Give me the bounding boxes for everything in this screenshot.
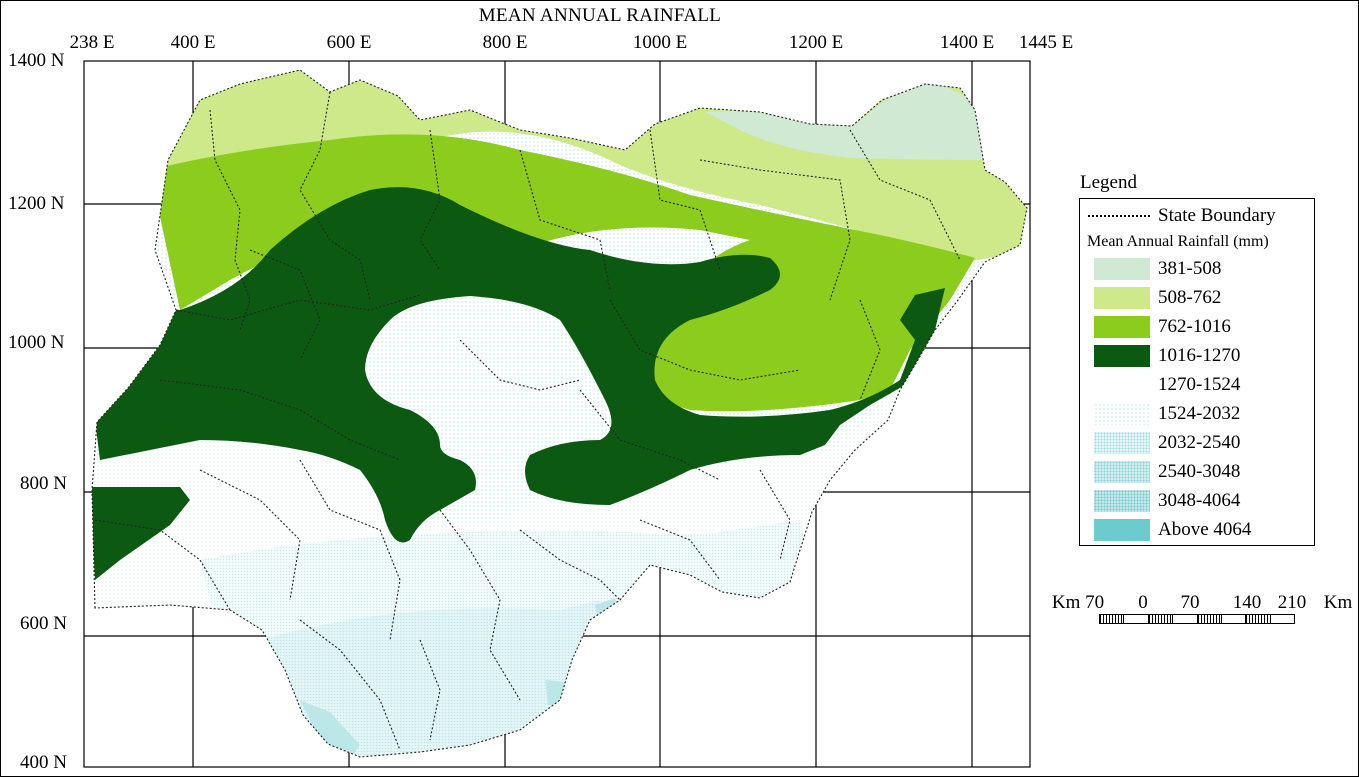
- legend-title: Legend: [1080, 172, 1137, 193]
- scale-bar-segment: [1173, 615, 1198, 623]
- legend-item-label: 1016-1270: [1158, 345, 1241, 366]
- swatch-1270-1524: [1094, 374, 1150, 396]
- legend-item-label: 508-762: [1158, 287, 1222, 308]
- legend-item-label: Above 4064: [1158, 519, 1252, 540]
- swatch-2540-3048: [1094, 461, 1150, 483]
- scale-bar-segment: [1100, 615, 1125, 623]
- lon-label-400e: 400 E: [170, 32, 216, 53]
- scale-label-210: 210: [1277, 592, 1307, 613]
- legend-subtitle: Mean Annual Rainfall (mm): [1087, 233, 1269, 250]
- swatch-1016-1270: [1094, 345, 1150, 367]
- scale-bar-segment: [1222, 615, 1247, 623]
- swatch-508-762: [1094, 287, 1150, 309]
- map-title: MEAN ANNUAL RAINFALL: [478, 5, 722, 26]
- scale-bar-segment: [1246, 615, 1271, 623]
- swatch-381-508: [1094, 258, 1150, 280]
- swatch-762-1016: [1094, 316, 1150, 338]
- dotted-line-icon: [1088, 215, 1150, 217]
- legend-item-label: 381-508: [1158, 258, 1222, 279]
- legend-item: 381-508: [1094, 257, 1221, 281]
- legend: State Boundary Mean Annual Rainfall (mm)…: [1079, 198, 1315, 546]
- legend-item: 3048-4064: [1094, 489, 1240, 513]
- scale-labels: Km 70 0 70 140 210 Km: [1042, 592, 1358, 614]
- lat-label-600n: 600 N: [20, 613, 67, 634]
- zone-1016-1270: [95, 187, 945, 543]
- legend-item: 1270-1524: [1094, 373, 1240, 397]
- scale-bar: [1099, 614, 1295, 624]
- legend-item-label: 2032-2540: [1158, 432, 1241, 453]
- lon-label-1000e: 1000 E: [632, 32, 688, 53]
- swatch-2032-2540: [1094, 432, 1150, 454]
- zone-381-508: [705, 80, 985, 160]
- scale-bar-segment: [1124, 615, 1149, 623]
- lon-label-238e: 238 E: [69, 32, 115, 53]
- legend-item: 1524-2032: [1094, 402, 1240, 426]
- lon-label-1445e: 1445 E: [1018, 32, 1074, 53]
- zone-1016-1270-west: [92, 487, 190, 580]
- legend-item: 508-762: [1094, 286, 1221, 310]
- legend-state-boundary: State Boundary: [1088, 205, 1276, 227]
- lon-label-800e: 800 E: [482, 32, 528, 53]
- scale-label-km70: Km 70: [1051, 592, 1105, 613]
- legend-item: 2540-3048: [1094, 460, 1240, 484]
- legend-item: 762-1016: [1094, 315, 1231, 339]
- legend-item-label: 3048-4064: [1158, 490, 1241, 511]
- scale-label-km: Km: [1323, 592, 1353, 613]
- legend-item-label: 1524-2032: [1158, 403, 1241, 424]
- lat-label-1200n: 1200 N: [8, 193, 65, 214]
- lon-label-1400e: 1400 E: [939, 32, 995, 53]
- swatch-1524-2032: [1094, 403, 1150, 425]
- legend-item-label: 2540-3048: [1158, 461, 1241, 482]
- scale-bar-segment: [1148, 615, 1174, 623]
- lat-label-800n: 800 N: [20, 473, 67, 494]
- legend-item: 1016-1270: [1094, 344, 1240, 368]
- lat-label-400n: 400 N: [20, 752, 67, 773]
- scale-label-0: 0: [1138, 592, 1148, 613]
- scale-bar-segment: [1271, 615, 1294, 623]
- swatch-above-4064: [1094, 519, 1150, 541]
- rainfall-zones: [92, 70, 1027, 757]
- scale-label-70: 70: [1180, 592, 1200, 613]
- legend-item-label: 1270-1524: [1158, 374, 1241, 395]
- lon-label-600e: 600 E: [326, 32, 372, 53]
- scale-label-140: 140: [1232, 592, 1262, 613]
- legend-item: 2032-2540: [1094, 431, 1240, 455]
- state-boundaries: [91, 69, 1028, 758]
- lon-label-1200e: 1200 E: [788, 32, 844, 53]
- legend-boundary-label: State Boundary: [1158, 205, 1276, 226]
- lat-label-1400n: 1400 N: [8, 50, 65, 71]
- legend-item-label: 762-1016: [1158, 316, 1231, 337]
- swatch-3048-4064: [1094, 490, 1150, 512]
- lat-label-1000n: 1000 N: [8, 332, 65, 353]
- legend-item: Above 4064: [1094, 518, 1251, 542]
- scale-bar-segment: [1197, 615, 1222, 623]
